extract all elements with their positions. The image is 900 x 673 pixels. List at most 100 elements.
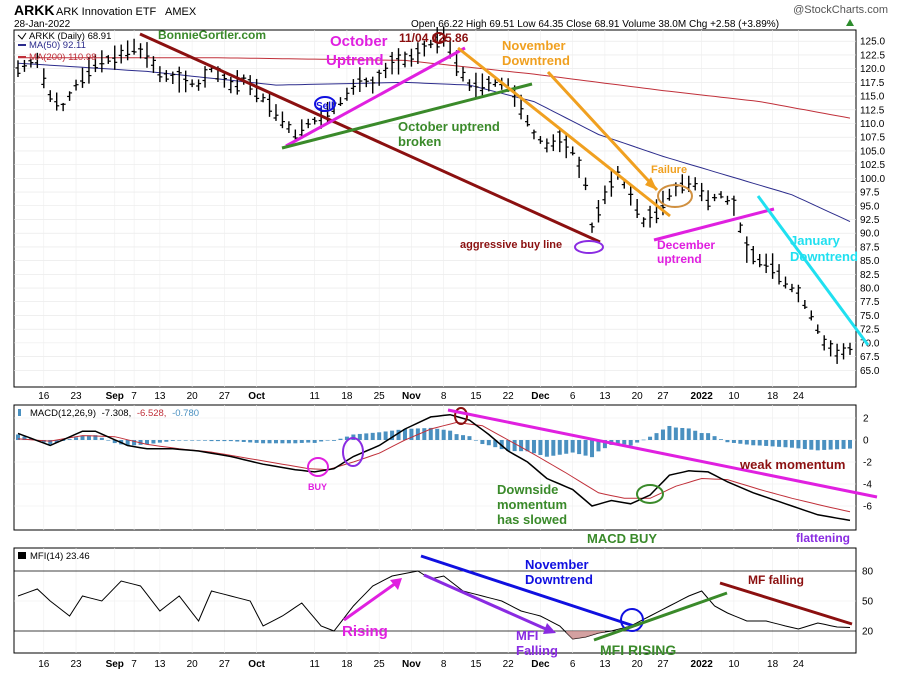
histogram-bar xyxy=(203,440,208,441)
sell-label: Sell xyxy=(316,101,334,112)
x-tick-label: 20 xyxy=(187,659,199,670)
histogram-bar xyxy=(570,440,575,453)
macd-tick-label: -6 xyxy=(863,502,872,513)
histogram-bar xyxy=(177,440,182,441)
histogram-bar xyxy=(157,440,162,443)
flattening-label: flattening xyxy=(796,531,850,545)
mfi-rising-label: MFI RISING xyxy=(600,642,676,658)
price-tick-label: 75.0 xyxy=(860,311,880,322)
histogram-bar xyxy=(422,428,427,440)
histogram-bar xyxy=(428,427,433,440)
histogram-bar xyxy=(306,440,311,443)
histogram-bar xyxy=(370,432,375,440)
x-tick-label: 20 xyxy=(632,391,644,402)
x-tick-label: Oct xyxy=(248,659,265,670)
histogram-bar xyxy=(628,440,633,446)
histogram-bar xyxy=(299,440,304,443)
x-tick-label: 7 xyxy=(131,391,137,402)
histogram-bar xyxy=(364,433,369,440)
peak-label: 11/04 125.86 xyxy=(399,31,469,45)
histogram-bar xyxy=(448,430,453,440)
histogram-bar xyxy=(719,439,724,440)
x-tick-label: 13 xyxy=(154,391,166,402)
x-tick-label: 15 xyxy=(470,391,482,402)
histogram-bar xyxy=(67,439,72,440)
histogram-bar xyxy=(144,440,149,445)
signal-line xyxy=(17,421,851,513)
histogram-bar xyxy=(357,433,362,440)
price-tick-label: 122.5 xyxy=(860,50,885,61)
mfi-legend: MFI(14) 23.46 xyxy=(30,551,90,562)
histogram-bar xyxy=(286,440,291,444)
histogram-bar xyxy=(28,438,33,440)
price-tick-label: 95.0 xyxy=(860,201,880,212)
histogram-bar xyxy=(390,430,395,440)
mfi-november-downtrend-label: November Downtrend xyxy=(525,557,593,587)
x-tick-label: Dec xyxy=(531,391,550,402)
histogram-bar xyxy=(680,427,685,440)
failure-circle xyxy=(657,184,693,208)
histogram-bar xyxy=(493,440,498,448)
price-tick-label: 107.5 xyxy=(860,133,885,144)
histogram-bar xyxy=(344,436,349,440)
histogram-bar xyxy=(731,440,736,443)
histogram-bar xyxy=(267,440,272,444)
histogram-bar xyxy=(280,440,285,444)
macd-histogram xyxy=(16,425,852,458)
rising-label: Rising xyxy=(342,623,388,640)
price-tick-label: 80.0 xyxy=(860,284,880,295)
histogram-bar xyxy=(525,440,530,452)
histogram-bar xyxy=(409,428,414,440)
price-tick-label: 102.5 xyxy=(860,160,885,171)
x-tick-label: Sep xyxy=(106,659,124,670)
histogram-bar xyxy=(106,440,111,441)
rising-arrowhead xyxy=(390,578,402,590)
x-tick-label: 16 xyxy=(38,391,50,402)
x-tick-label: 18 xyxy=(341,391,353,402)
svg-text:MA(50) 92.11: MA(50) 92.11 xyxy=(29,40,86,51)
histogram-bar xyxy=(441,429,446,440)
november-downtrend-line-1 xyxy=(457,46,671,218)
december-uptrend-label: December uptrend xyxy=(657,238,715,266)
histogram-bar xyxy=(209,440,214,442)
aggressive-buy-circle xyxy=(574,240,604,254)
histogram-bar xyxy=(196,440,201,441)
macd-peak-circle xyxy=(454,407,468,425)
histogram-bar xyxy=(796,440,801,449)
x-tick-label: 27 xyxy=(657,391,669,402)
histogram-bar xyxy=(112,440,117,444)
histogram-bar xyxy=(725,440,730,443)
histogram-bar xyxy=(125,440,130,446)
histogram-bar xyxy=(564,440,569,454)
histogram-bar xyxy=(544,440,549,457)
x-tick-label: 2022 xyxy=(691,391,714,402)
histogram-bar xyxy=(319,440,324,442)
histogram-bar xyxy=(667,425,672,440)
histogram-bar xyxy=(215,440,220,442)
histogram-bar xyxy=(635,440,640,443)
histogram-bar xyxy=(583,440,588,456)
histogram-bar xyxy=(273,440,278,444)
histogram-bar xyxy=(764,440,769,446)
histogram-bar xyxy=(744,440,749,445)
january-downtrend-label: January Downtrend xyxy=(790,233,858,264)
macd-tick-label: 0 xyxy=(863,436,869,447)
histogram-bar xyxy=(480,440,485,445)
price-tick-label: 70.0 xyxy=(860,338,880,349)
histogram-bar xyxy=(74,437,79,440)
x-tick-label: 13 xyxy=(154,659,166,670)
histogram-bar xyxy=(151,440,156,444)
price-tick-label: 110.0 xyxy=(860,119,885,130)
histogram-bar xyxy=(654,433,659,440)
january-downtrend-line xyxy=(756,195,870,346)
histogram-bar xyxy=(590,440,595,458)
histogram-bar xyxy=(693,430,698,440)
histogram-bar xyxy=(486,440,491,446)
downside-label: Downside momentum has slowed xyxy=(497,482,567,527)
histogram-bar xyxy=(751,440,756,446)
x-tick-label: 13 xyxy=(599,391,611,402)
histogram-bar xyxy=(293,440,298,444)
histogram-bar xyxy=(519,440,524,452)
x-tick-label: 24 xyxy=(793,391,805,402)
weak-momentum-label: weak momentum xyxy=(739,457,845,472)
